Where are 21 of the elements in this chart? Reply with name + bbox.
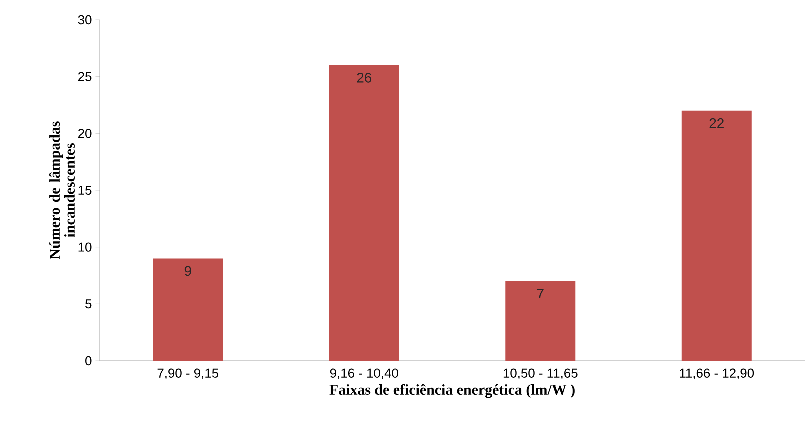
y-tick-label: 25: [78, 72, 92, 82]
y-tick-label: 0: [86, 356, 92, 366]
x-tick-label: 10,50 - 11,65: [504, 368, 578, 380]
bar: [329, 65, 400, 361]
bar: [153, 258, 224, 361]
y-tick-label: 5: [86, 300, 92, 309]
x-axis-title: Faixas de eficiência energética (lm/W ): [330, 384, 575, 398]
y-tick-label: 15: [78, 186, 92, 196]
y-tick-label: 30: [78, 15, 92, 25]
x-tick-label: 7,90 - 9,15: [158, 368, 219, 380]
bar: [682, 110, 752, 361]
y-tick-label: 10: [78, 242, 92, 252]
data-label: 26: [357, 72, 372, 83]
data-label: 22: [710, 118, 724, 128]
y-axis-title: Número de lâmpadas incandescentes: [49, 122, 75, 260]
data-label: 9: [184, 266, 192, 276]
bar: [506, 281, 576, 361]
x-tick-label: 11,66 - 12,90: [680, 368, 754, 380]
y-tick-label: 20: [78, 129, 92, 138]
x-tick-label: 9,16 - 10,40: [330, 368, 398, 380]
data-label: 7: [537, 288, 544, 299]
